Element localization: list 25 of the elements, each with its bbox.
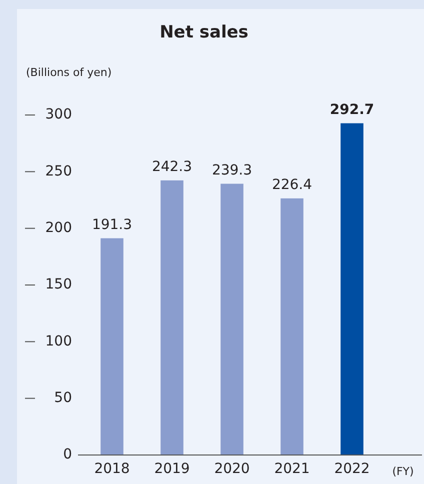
bar: [280, 198, 304, 455]
y-tick-label: 150: [45, 276, 72, 293]
y-tick-label: 100: [45, 333, 72, 350]
data-label: 242.3: [152, 159, 192, 176]
data-label: 239.3: [212, 162, 252, 178]
x-tick-label: 2022: [334, 461, 370, 478]
y-tick-label: 250: [45, 163, 72, 180]
bar: [220, 184, 244, 455]
x-tick-label: 2020: [214, 461, 250, 478]
x-axis-title: (FY): [392, 464, 414, 478]
bar: [100, 238, 124, 455]
y-tick-label: 0: [63, 446, 72, 463]
data-label: 292.7: [330, 102, 374, 118]
data-label: 226.4: [272, 177, 312, 194]
x-tick-label: 2018: [94, 461, 130, 478]
y-tick-label: 300: [45, 106, 72, 123]
bar: [160, 180, 184, 455]
x-tick-label: 2019: [154, 461, 190, 478]
y-axis-title: (Billions of yen): [26, 66, 112, 79]
x-tick-label: 2021: [274, 461, 310, 478]
y-tick-label: 50: [54, 390, 72, 406]
chart-title: Net sales: [160, 22, 248, 42]
bar: [340, 123, 364, 455]
y-tick-label: 200: [45, 220, 72, 236]
data-label: 191.3: [92, 216, 132, 233]
